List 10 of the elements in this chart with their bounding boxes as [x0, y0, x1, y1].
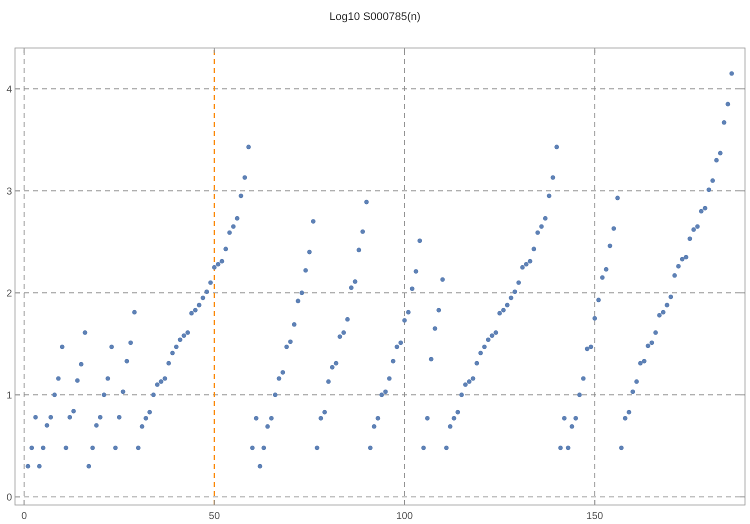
x-tick-label: 0: [21, 511, 28, 522]
x-tick-label: 100: [396, 511, 414, 522]
x-tick-label: 150: [586, 511, 604, 522]
chart-title: Log10 S000785(n): [329, 11, 421, 23]
x-tick-label: 50: [208, 511, 220, 522]
y-tick-label: 4: [6, 84, 12, 96]
y-tick-label: 3: [6, 186, 12, 198]
y-tick-label: 2: [6, 288, 12, 300]
y-tick-label: 0: [6, 492, 12, 504]
y-tick-label: 1: [6, 390, 12, 402]
